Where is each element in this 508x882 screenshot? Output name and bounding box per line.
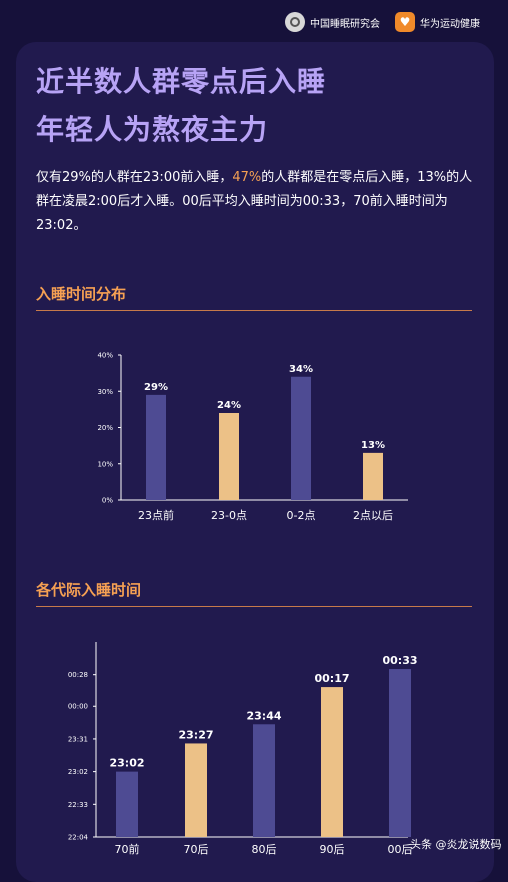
chart2-y-tick-label: 00:28 bbox=[68, 671, 88, 679]
chart2-category-label: 70前 bbox=[115, 842, 140, 856]
huawei-health-logo-icon: ♥ bbox=[395, 12, 415, 32]
chart2-bar bbox=[116, 771, 138, 837]
chart1-category-label: 23-0点 bbox=[211, 509, 247, 522]
chart1-bar bbox=[146, 394, 166, 500]
section1-rule bbox=[36, 310, 472, 311]
chart2-category-label: 90后 bbox=[320, 843, 345, 856]
section2-rule bbox=[36, 606, 472, 607]
chart2-y-tick-label: 23:02 bbox=[68, 768, 88, 776]
headline-line2: 年轻人为熬夜主力 bbox=[36, 113, 269, 146]
top-bar: 中国睡眠研究会 ♥ 华为运动健康 bbox=[0, 0, 508, 44]
chart1-bar bbox=[219, 413, 239, 500]
chart2-y-tick-label: 22:33 bbox=[68, 801, 88, 809]
chart2-bar bbox=[321, 687, 343, 837]
chart2-category-label: 80后 bbox=[252, 843, 277, 856]
chart1-value-label: 29% bbox=[144, 382, 168, 393]
chart2-value-label: 23:44 bbox=[246, 709, 281, 722]
chart1-y-tick-label: 30% bbox=[97, 388, 113, 396]
chart2-bar bbox=[253, 724, 275, 837]
chart1-y-tick-label: 20% bbox=[97, 424, 113, 432]
intro-part2: 的人群都是在零点后入睡，13%的人群在凌晨2:00后才入睡。00后平均入睡时间为… bbox=[36, 170, 473, 233]
chart1-category-label: 2点以后 bbox=[353, 509, 393, 522]
chart2-value-label: 00:17 bbox=[314, 672, 349, 685]
chart2-category-label: 00后 bbox=[388, 843, 413, 856]
chart1-bar bbox=[363, 452, 383, 500]
chart1-y-tick-label: 0% bbox=[102, 497, 113, 505]
chart2-bar bbox=[185, 743, 207, 837]
chart1-category-label: 0-2点 bbox=[287, 509, 316, 522]
sleep-society-logo-icon bbox=[285, 12, 305, 32]
section1-title: 入睡时间分布 bbox=[36, 285, 127, 303]
chart2-bar bbox=[389, 669, 411, 837]
section2-title: 各代际入睡时间 bbox=[36, 581, 142, 599]
chart1-y-tick-label: 40% bbox=[97, 352, 113, 360]
chart1-value-label: 24% bbox=[217, 400, 241, 411]
intro-highlight: 47% bbox=[232, 170, 262, 185]
watermark: 头条 @炎龙说数码 bbox=[410, 838, 502, 851]
intro-part1: 仅有29%的人群在23:00前入睡， bbox=[36, 170, 233, 185]
charts-layer: 0% 10% 20% 30% 40% 29% 23点前 24% 23-0点 34% 0-2点 13% 2… bbox=[68, 352, 418, 857]
intro-paragraph: 仅有29%的人群在23:00前入睡，47%的人群都是在零点后入睡，13%的人群在… bbox=[36, 166, 476, 238]
chart1-category-label: 23点前 bbox=[138, 508, 174, 522]
chart2-value-label: 00:33 bbox=[382, 654, 417, 667]
chart2-y-tick-label: 00:00 bbox=[68, 703, 88, 711]
chart2-category-label: 70后 bbox=[184, 843, 209, 856]
org1-label: 中国睡眠研究会 bbox=[310, 18, 380, 30]
chart1-value-label: 34% bbox=[289, 364, 313, 375]
headline-line1: 近半数人群零点后入睡 bbox=[36, 65, 327, 98]
chart1-y-tick-label: 10% bbox=[97, 460, 113, 468]
org2-label: 华为运动健康 bbox=[420, 18, 480, 30]
org2-brand: ♥ 华为运动健康 bbox=[395, 12, 480, 32]
chart1-value-label: 13% bbox=[361, 440, 385, 451]
org1-brand: 中国睡眠研究会 bbox=[285, 12, 380, 32]
chart1-bar bbox=[291, 376, 311, 500]
chart2-y-tick-label: 23:31 bbox=[68, 735, 88, 743]
chart2-y-tick-label: 22:04 bbox=[68, 834, 89, 842]
chart2-value-label: 23:02 bbox=[109, 757, 144, 770]
chart2-value-label: 23:27 bbox=[178, 728, 213, 741]
